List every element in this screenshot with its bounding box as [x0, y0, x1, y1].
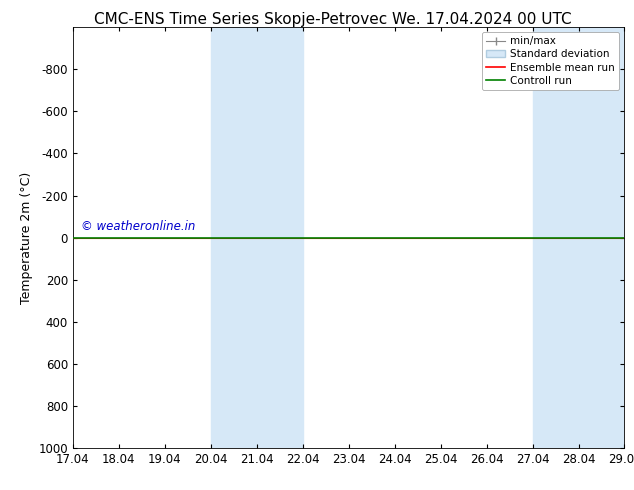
Text: © weatheronline.in: © weatheronline.in	[81, 220, 195, 233]
Y-axis label: Temperature 2m (°C): Temperature 2m (°C)	[20, 172, 33, 304]
Bar	[210, 27, 303, 448]
Text: CMC-ENS Time Series Skopje-Petrovec: CMC-ENS Time Series Skopje-Petrovec	[94, 12, 387, 27]
Bar	[533, 27, 624, 448]
Legend: min/max, Standard deviation, Ensemble mean run, Controll run: min/max, Standard deviation, Ensemble me…	[482, 32, 619, 90]
Text: We. 17.04.2024 00 UTC: We. 17.04.2024 00 UTC	[392, 12, 572, 27]
